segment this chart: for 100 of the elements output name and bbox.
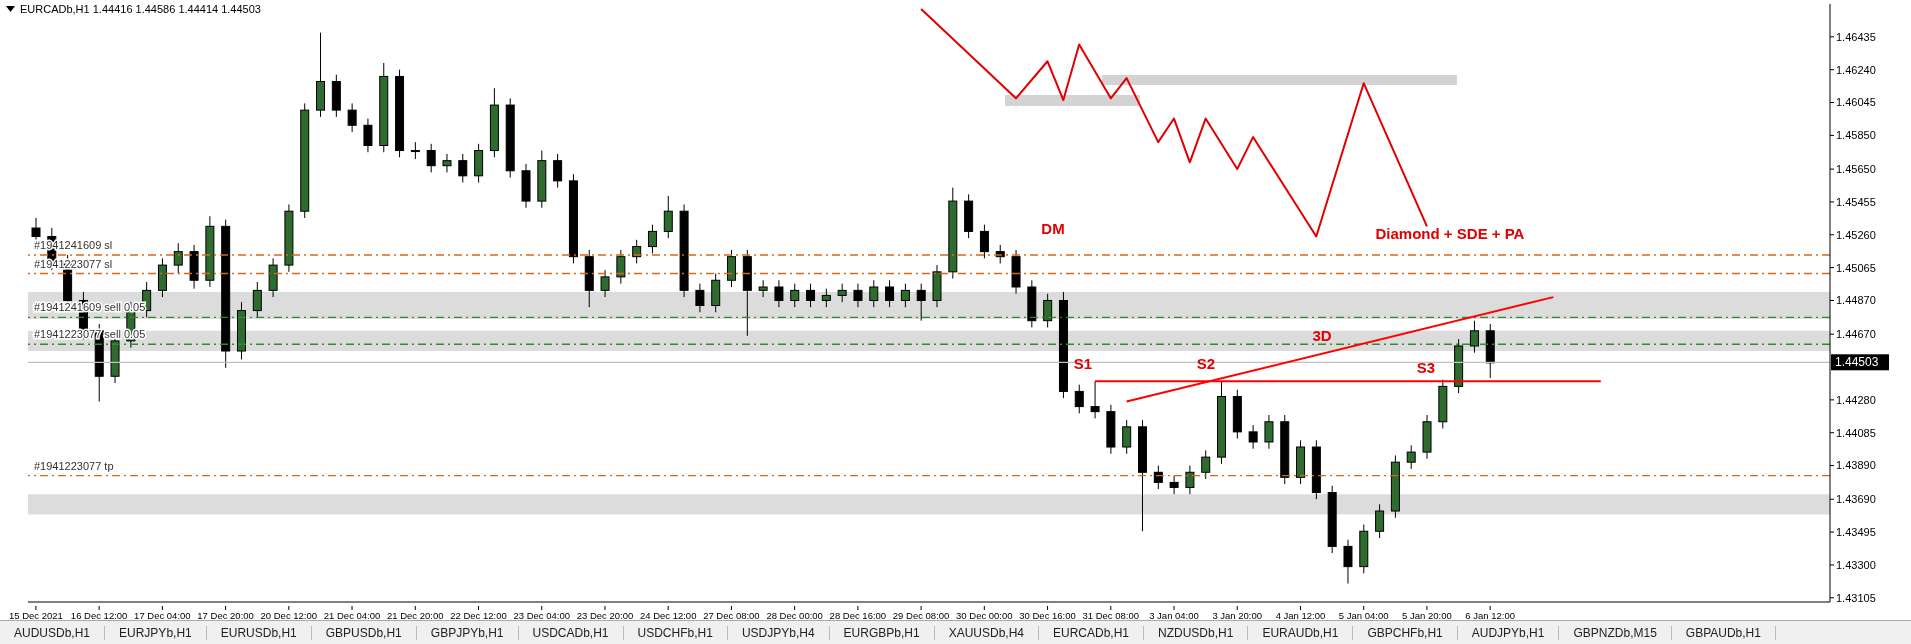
chart-title: EURCADb,H1 1.44416 1.44586 1.44414 1.44503 (20, 3, 261, 15)
y-tick-label: 1.44085 (1836, 426, 1876, 439)
candlestick (1375, 503, 1385, 539)
y-tick-label: 1.44280 (1836, 393, 1876, 406)
text: GBPNZDb,M15 (1559, 626, 1672, 640)
candlestick (1122, 419, 1132, 455)
x-tick-label: 22 Dec 12:00 (450, 610, 507, 621)
x-tick-label: 15 Dec 2021 (8, 610, 63, 621)
candlestick (1074, 384, 1084, 414)
candlestick (252, 281, 262, 318)
candlestick (458, 153, 468, 184)
text: XAUUSDb,H4 (934, 626, 1039, 640)
candlestick (1185, 465, 1195, 495)
y-tick-label: 1.44870 (1836, 294, 1876, 307)
candlestick (1248, 424, 1258, 450)
x-tick-label: 30 Dec 00:00 (956, 610, 1013, 621)
x-tick-label: 17 Dec 04:00 (134, 610, 191, 621)
ref-line-label: #1941223077 tp (34, 459, 114, 472)
ref-line-label: 1.44503 (1835, 355, 1879, 370)
candlestick (774, 279, 784, 308)
x-tick-label: 6 Jan 12:00 (1465, 610, 1515, 621)
y-tick-label: 1.43105 (1836, 591, 1876, 604)
x-tick-label: 17 Dec 20:00 (197, 610, 254, 621)
candlestick (1201, 449, 1211, 480)
candlestick (821, 288, 831, 308)
text: EURJPYb,H1 (105, 626, 207, 640)
candlestick (1343, 539, 1353, 584)
x-tick-label: 5 Jan 04:00 (1338, 610, 1389, 621)
candlestick (837, 283, 847, 303)
x-tick-label: 16 Dec 12:00 (70, 610, 128, 621)
candlestick (173, 242, 183, 275)
y-tick-label: 1.45850 (1836, 129, 1876, 142)
y-tick-label: 1.43300 (1836, 558, 1876, 571)
candlestick (600, 269, 610, 298)
candlestick (900, 283, 910, 308)
x-tick-label: 4 Jan 12:00 (1275, 610, 1326, 621)
x-tick-label: 23 Dec 20:00 (576, 610, 634, 621)
text: AUDJPYb,H1 (1457, 626, 1560, 640)
x-tick-label: 3 Jan 04:00 (1149, 610, 1199, 621)
candlestick (553, 153, 563, 189)
y-tick-label: 1.43890 (1836, 459, 1876, 472)
candlestick (1169, 475, 1179, 495)
x-tick-label: 28 Dec 16:00 (829, 610, 887, 621)
candlestick (1153, 465, 1163, 490)
x-tick-label: 21 Dec 20:00 (387, 610, 444, 621)
text: EURGBPb,H1 (829, 626, 935, 640)
text: AUDUSDb,H1 (0, 626, 106, 640)
y-tick-label: 1.46435 (1836, 30, 1876, 43)
annotation: 3D (1312, 326, 1332, 344)
y-tick-label: 1.43690 (1836, 493, 1876, 506)
candlestick (1043, 293, 1053, 328)
x-tick-label: 28 Dec 00:00 (766, 610, 823, 621)
candlestick (426, 143, 436, 173)
candlestick (663, 195, 673, 239)
candlestick (1264, 414, 1274, 450)
y-tick-label: 1.45650 (1836, 162, 1876, 175)
text: NZDUSDb,H1 (1144, 626, 1249, 640)
candlestick (1469, 320, 1479, 354)
y-tick-label: 1.46045 (1836, 96, 1876, 109)
candlestick (347, 102, 357, 133)
candlestick (885, 279, 895, 308)
text: USDJPYb,H4 (727, 626, 830, 640)
candlestick (758, 279, 768, 298)
y-tick-label: 1.43495 (1836, 526, 1876, 538)
x-tick-label: 24 Dec 12:00 (639, 610, 697, 621)
text: USDCADb,H1 (518, 626, 624, 640)
x-tick-label: 30 Dec 16:00 (1019, 610, 1076, 621)
x-tick-label: 29 Dec 08:00 (892, 610, 950, 621)
candlestick (806, 283, 816, 308)
y-tick-label: 1.45455 (1836, 195, 1876, 208)
annotation: DM (1041, 219, 1065, 237)
x-tick-label: 3 Jan 20:00 (1212, 610, 1263, 621)
candlestick (695, 283, 705, 313)
candlestick (616, 249, 626, 285)
x-tick-label: 5 Jan 20:00 (1402, 610, 1452, 621)
candlestick (363, 118, 373, 153)
text: GBPAUDb,H1 (1671, 626, 1776, 640)
x-tick-label: 27 Dec 08:00 (703, 610, 760, 621)
candlestick (869, 279, 879, 308)
annotation: S1 (1073, 354, 1093, 372)
text: EURAUDb,H1 (1248, 626, 1354, 640)
annotation: S3 (1416, 358, 1436, 376)
text: GBPJPYb,H1 (416, 626, 519, 640)
text: EURUSDb,H1 (206, 626, 312, 640)
text: GBPUSDb,H1 (311, 626, 417, 640)
x-tick-label: 21 Dec 04:00 (323, 610, 381, 621)
candlestick (442, 153, 452, 173)
candlestick (1406, 444, 1416, 470)
text: EURCADb,H1 (1038, 626, 1145, 640)
text: USDCHFb,H1 (623, 626, 728, 640)
annotation: Diamond + SDE + PA (1375, 224, 1525, 242)
candlestick (647, 224, 657, 254)
candlestick (790, 283, 800, 308)
y-tick-label: 1.46240 (1836, 63, 1876, 76)
candlestick (1090, 380, 1100, 419)
text: GBPCHFb,H1 (1353, 626, 1458, 640)
y-tick-label: 1.45065 (1836, 261, 1876, 274)
x-tick-label: 23 Dec 04:00 (513, 610, 570, 621)
candlestick (979, 224, 989, 259)
candlestick (853, 283, 863, 308)
